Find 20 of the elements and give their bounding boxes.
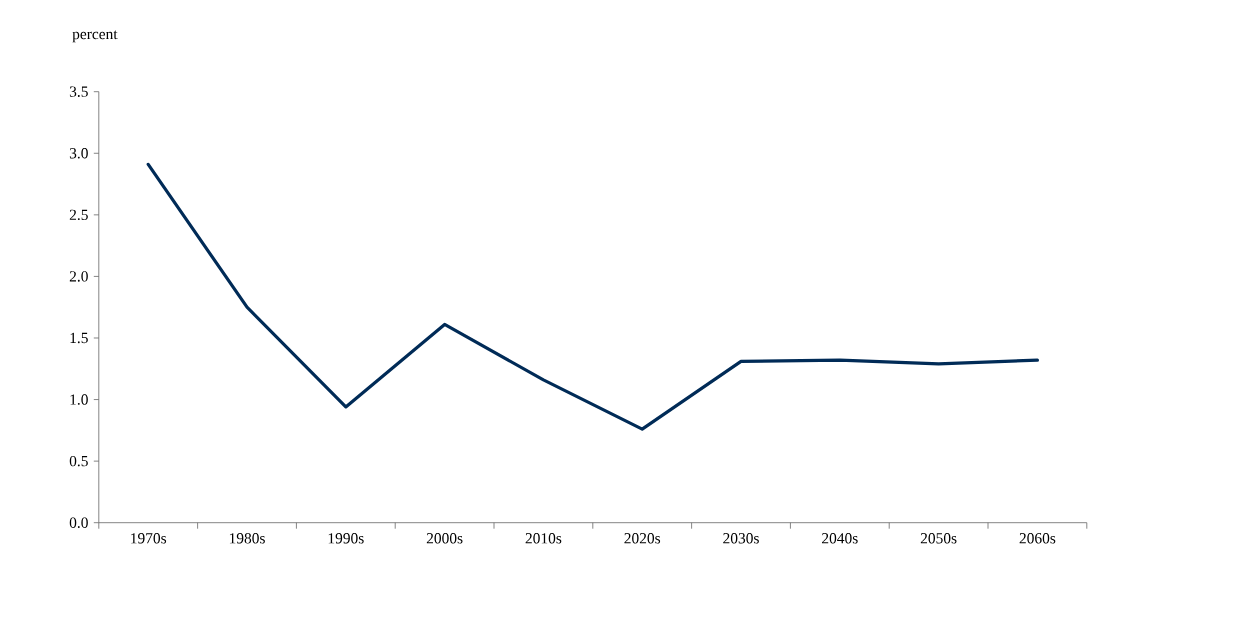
x-tick-label: 2060s xyxy=(1019,533,1056,544)
x-tick-label: 2020s xyxy=(624,533,661,544)
y-tick-label: 2.0 xyxy=(69,271,88,282)
x-tick-label: 2040s xyxy=(822,533,858,544)
x-tick-label: 1990s xyxy=(328,533,364,544)
x-tick-label: 1970s xyxy=(131,533,167,544)
y-tick-label: 2.5 xyxy=(69,209,88,221)
x-tick-label: 2050s xyxy=(920,533,957,544)
y-tick-label: 3.5 xyxy=(69,86,88,97)
line-series xyxy=(146,162,1040,431)
x-tick-label: 1980s xyxy=(229,533,265,544)
y-tick-label: 3.0 xyxy=(69,148,88,159)
x-tick-label: 2000s xyxy=(426,533,463,544)
y-tick-label: 1.0 xyxy=(70,394,88,405)
y-tick-label: 0.5 xyxy=(69,455,88,467)
y-axis-title: percent xyxy=(72,30,118,43)
x-tick-label: 2030s xyxy=(723,533,759,544)
x-tick-label: 2010s xyxy=(525,533,562,544)
y-tick-label: 1.5 xyxy=(70,332,88,344)
y-tick-label: 0.0 xyxy=(69,517,88,528)
